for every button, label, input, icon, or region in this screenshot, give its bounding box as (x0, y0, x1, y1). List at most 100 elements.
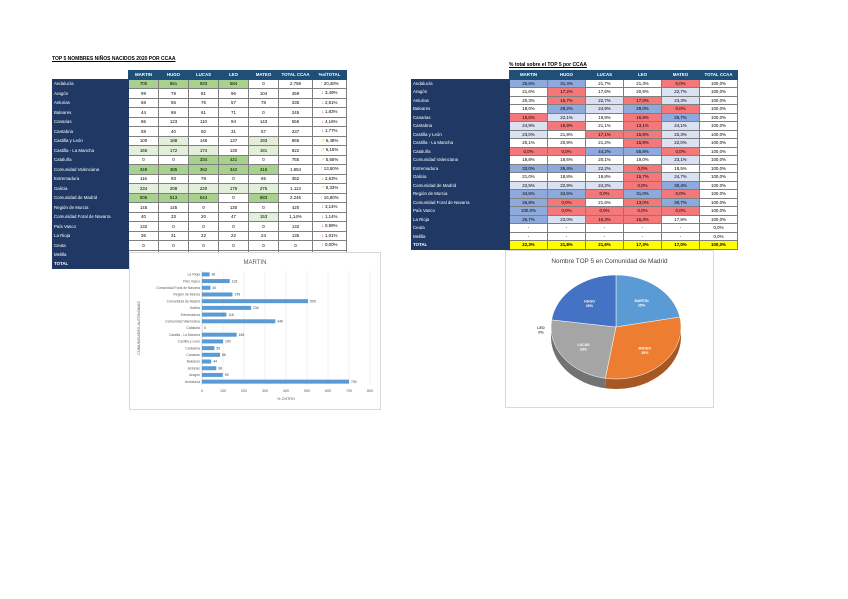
region-label: País Vasco (411, 206, 510, 216)
percentage-text: 3,49% (324, 90, 338, 95)
value-cell: 342 (218, 164, 249, 175)
column-header: LEO (623, 70, 662, 80)
table-row: Galicia 21,0% 18,8% 19,8% 15,7% 24,7% 100,0% (411, 172, 738, 182)
value-cell: 362 (188, 164, 219, 175)
bar (202, 292, 233, 297)
category-label: La Rioja (188, 273, 201, 277)
slice-label: LUCAS (577, 343, 590, 347)
slice-percentage: 26% (586, 304, 594, 308)
bar (202, 332, 237, 337)
value-cell: 116 (128, 173, 159, 184)
bar (202, 379, 349, 384)
data-label: 349 (277, 319, 283, 323)
arrow-up-icon: ↑ (320, 167, 323, 172)
value-cell: 44 (128, 107, 159, 118)
percentage-cell: 100,0% (699, 180, 738, 190)
table-row: Castilla y León 23,0% 21,8% 17,1% 15,8% 22,3%… (411, 129, 738, 139)
value-cell: 57 (218, 97, 249, 108)
table-row: Canarias 86 123 110 94 143 556 ↓4,16% (52, 116, 347, 127)
chart-title: Nombre TOP 5 en Comunidad de Madrid (551, 258, 668, 265)
value-cell: 96 (218, 88, 249, 99)
table-row: Cataluña 0,0% 0,0% 44,2% 55,8% 0,0% 100,0% (411, 146, 738, 156)
percentage-cell: 19,8% (585, 172, 624, 182)
column-header: MATEO (248, 70, 279, 80)
percentage-cell: ↓3,14% (312, 202, 347, 213)
region-label: Asturias (52, 97, 129, 108)
bar (202, 346, 215, 351)
pie-slice (605, 316, 682, 380)
table-row: Castilla - La Mancha 20,1% 20,9% 21,2% 15,8%… (411, 138, 738, 148)
bar (202, 305, 252, 310)
category-label: Comunidad Foral de Navarra (156, 286, 200, 290)
value-cell: 2.245 (278, 192, 313, 203)
category-label: Cantabria (185, 346, 200, 350)
percentage-text: 1,77% (324, 128, 338, 133)
value-cell: 245 (278, 107, 313, 118)
percentage-cell: ↗6,15% (312, 145, 347, 156)
percentage-cell: 100,0% (699, 112, 738, 122)
pie-slice (550, 319, 617, 379)
percentage-cell: - (585, 223, 624, 233)
percentage-cell: 13,0% (623, 197, 662, 207)
percentage-cell: 100,0% (699, 197, 738, 207)
bar (202, 372, 223, 377)
table-row: Aragón 99 79 81 96 104 459 ↓3,49% (52, 88, 347, 99)
slice-percentage: 35% (641, 351, 649, 355)
total-value-cell: 21,6% (585, 240, 624, 250)
value-cell: 143 (248, 116, 279, 127)
percentage-cell: - (585, 231, 624, 241)
category-label: Aragón (189, 373, 200, 377)
value-cell: 584 (218, 78, 249, 89)
percentage-cell: 100,0% (699, 78, 738, 88)
percentage-cell: 31,0% (623, 189, 662, 199)
percentage-cell: 21,8% (547, 129, 586, 139)
percentage-cell: 0,0% (623, 206, 662, 216)
percentage-cell: 100,0% (699, 155, 738, 165)
region-label: Cantabria (411, 121, 510, 131)
region-label: Melilla (52, 249, 129, 260)
arrow-down-icon: ↓ (321, 224, 324, 229)
value-cell: 556 (278, 116, 313, 127)
table-row: La Rioja 26,7% 23,0% 16,3% 16,3% 17,8% 100,0% (411, 214, 738, 224)
percentage-text: 0,99% (324, 223, 338, 228)
percentage-cell: 22,2% (585, 163, 624, 173)
percentage-cell: 20,9% (547, 138, 586, 148)
value-cell: 86 (128, 116, 159, 127)
percentage-cell: 100,0% (699, 206, 738, 216)
percentage-cell: 0,0% (661, 104, 700, 114)
x-tick-label: 500 (304, 389, 310, 393)
madrid-pie-chart: Nombre TOP 5 en Comunidad de Madrid MARTI… (505, 250, 714, 408)
column-header: LEO (218, 70, 249, 80)
value-cell: 0 (128, 154, 159, 165)
percentage-text: 2,63% (324, 175, 338, 181)
percentage-cell: 21,6% (509, 87, 548, 97)
percentage-text: 1,01% (324, 232, 338, 238)
region-label: Cataluña (52, 154, 129, 165)
value-cell: 145 (158, 202, 189, 213)
table-row: Comunidad Foral de Navarra 40 33 20 47 153 1,1… (52, 211, 347, 222)
martin-bar-chart: MARTIN 0 100 200 300 400 500 600 700 800 La Rioja 3… (129, 252, 381, 410)
category-label: País Vasco (183, 279, 200, 283)
column-header: LUCAS (585, 70, 624, 80)
table-row: Andalucía 700 861 933 584 0 2.758 ↑20,48% (52, 78, 347, 89)
value-cell: 110 (188, 116, 219, 127)
region-label: Galicia (411, 172, 510, 182)
percentage-cell: ↗5,65% (312, 154, 347, 165)
value-cell: 20 (188, 211, 219, 222)
data-label: 145 (234, 293, 240, 297)
percentage-cell: 24,9% (585, 104, 624, 114)
percentage-cell: 20,9% (623, 87, 662, 97)
percentage-cell: 15,8% (623, 138, 662, 148)
percentage-cell: 31,4% (547, 78, 586, 88)
percentage-cell: 17,0% (623, 95, 662, 105)
percentage-cell: ↓1,77% (312, 126, 347, 137)
value-cell: 0 (248, 154, 279, 165)
value-cell: 130 (218, 145, 249, 156)
arrow-down-icon: ↓ (321, 91, 324, 96)
percentage-cell: 0,0% (585, 206, 624, 216)
percentage-cell: 18,6% (547, 155, 586, 165)
value-cell: 181 (248, 145, 279, 156)
x-tick-label: 200 (241, 389, 247, 393)
column-header: MARTIN (128, 70, 159, 80)
percentage-cell: 25,6% (509, 78, 548, 88)
